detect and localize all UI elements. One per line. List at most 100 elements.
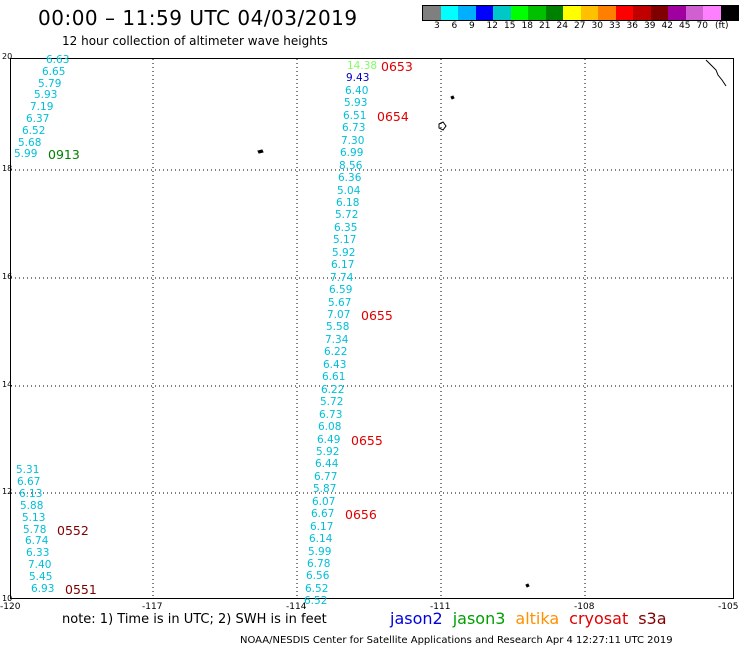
map-frame (10, 58, 734, 599)
wave-height-label: 14.38 (347, 60, 378, 72)
wave-height-label: 6.37 (26, 113, 50, 125)
pass-time-label: 0552 (57, 523, 89, 538)
wave-height-label: 6.43 (323, 359, 347, 371)
wave-height-label: 6.73 (319, 409, 343, 421)
wave-height-label: 5.31 (16, 464, 40, 476)
color-scale-label: 45 (679, 21, 691, 31)
color-scale-label: 9 (469, 21, 475, 31)
island-socorro (438, 121, 447, 131)
coastline (257, 59, 727, 588)
wave-height-label: 6.65 (42, 66, 66, 78)
color-scale-label: 18 (521, 21, 533, 31)
wave-height-label: 5.92 (316, 446, 340, 458)
wave-height-label: 6.52 (22, 125, 46, 137)
color-scale-bar (422, 5, 739, 21)
color-swatch (458, 6, 476, 20)
color-scale-label: 70 (696, 21, 708, 31)
color-swatch (493, 6, 511, 20)
wave-height-label: 6.99 (340, 147, 364, 159)
color-scale-label: 12 (486, 21, 498, 31)
island-benedicto (450, 95, 455, 100)
wave-height-label: 6.35 (334, 222, 358, 234)
legend-item-s3a: s3a (638, 609, 667, 628)
color-scale-label: 27 (574, 21, 586, 31)
x-tick-label: -111 (430, 602, 451, 612)
x-tick-label: -108 (574, 602, 595, 612)
color-swatch (598, 6, 616, 20)
wave-height-label: 5.87 (313, 483, 337, 495)
wave-height-label: 6.61 (322, 371, 346, 383)
color-scale-label: 33 (609, 21, 621, 31)
wave-height-label: 5.93 (344, 97, 368, 109)
wave-height-label: 6.93 (31, 583, 55, 595)
color-swatch (685, 6, 703, 20)
wave-height-label: 8.56 (339, 160, 363, 172)
color-swatch (633, 6, 651, 20)
pass-time-label: 0913 (48, 147, 80, 162)
y-tick-label: 18 (2, 164, 13, 173)
island-south (525, 583, 530, 588)
color-scale-label: 24 (556, 21, 568, 31)
legend-item-cryosat: cryosat (569, 609, 629, 628)
wave-height-label: 9.43 (346, 72, 370, 84)
wave-height-label: 6.18 (336, 197, 360, 209)
wave-height-label: 6.14 (309, 533, 333, 545)
wave-height-label: 6.59 (329, 284, 353, 296)
page-title: 00:00 – 11:59 UTC 04/03/2019 (38, 6, 358, 30)
color-swatch (563, 6, 581, 20)
color-scale-label: 42 (661, 21, 673, 31)
wave-height-label: 6.67 (311, 508, 335, 520)
wave-height-label: 6.73 (342, 122, 366, 134)
wave-height-label: 7.19 (30, 101, 54, 113)
wave-height-label: 6.07 (312, 496, 336, 508)
x-tick-label: -117 (142, 602, 163, 612)
wave-height-label: 5.72 (320, 396, 344, 408)
wave-height-label: 5.99 (14, 148, 38, 160)
wave-height-label: 7.74 (330, 272, 354, 284)
wave-height-label: 6.22 (321, 384, 345, 396)
color-swatch (580, 6, 598, 20)
color-swatch (650, 6, 668, 20)
wave-height-label: 6.74 (25, 535, 49, 547)
wave-height-label: 6.52 (304, 595, 328, 607)
color-swatch (615, 6, 633, 20)
wave-height-label: 6.17 (310, 521, 334, 533)
wave-height-label: 6.52 (305, 583, 329, 595)
pass-time-label: 0654 (377, 109, 409, 124)
wave-height-label: 5.13 (22, 512, 46, 524)
y-tick-label: 10 (2, 594, 13, 603)
island-clarion (257, 149, 264, 154)
wave-height-label: 7.40 (28, 559, 52, 571)
color-swatch (703, 6, 721, 20)
legend-item-altika: altika (515, 609, 560, 628)
color-scale-label: 3 (434, 21, 440, 31)
color-swatch (475, 6, 493, 20)
wave-height-label: 7.34 (325, 334, 349, 346)
pass-time-label: 0653 (381, 59, 413, 74)
wave-height-label: 6.77 (314, 471, 338, 483)
wave-height-label: 6.17 (331, 259, 355, 271)
x-tick-label: -120 (0, 602, 21, 612)
wave-height-label: 7.30 (341, 135, 365, 147)
wave-height-label: 5.67 (328, 297, 352, 309)
wave-height-label: 6.44 (315, 458, 339, 470)
color-scale-labels: 3 6 9 12 15 18 21 24 27 30 33 36 39 42 45 70 (ft) (422, 21, 732, 33)
color-scale-label: 36 (626, 21, 638, 31)
pass-time-label: 0655 (351, 433, 383, 448)
wave-height-label: 6.49 (317, 434, 341, 446)
wave-height-label: 7.07 (327, 309, 351, 321)
wave-height-label: 6.36 (338, 172, 362, 184)
color-scale-label: 21 (539, 21, 551, 31)
wave-height-label: 6.78 (307, 558, 331, 570)
color-swatch (720, 6, 738, 20)
wave-height-label: 6.67 (17, 476, 41, 488)
satellite-legend: jason2 jason3 altika cryosat s3a (390, 609, 677, 628)
y-tick-label: 14 (2, 380, 13, 389)
wave-height-label: 5.92 (332, 247, 356, 259)
wave-height-label: 6.08 (318, 421, 342, 433)
color-scale-label: 6 (451, 21, 458, 31)
wave-height-label: 6.33 (26, 547, 50, 559)
color-scale-label: 39 (644, 21, 656, 31)
wave-height-label: 5.45 (29, 571, 53, 583)
x-tick-label: -114 (286, 602, 307, 612)
